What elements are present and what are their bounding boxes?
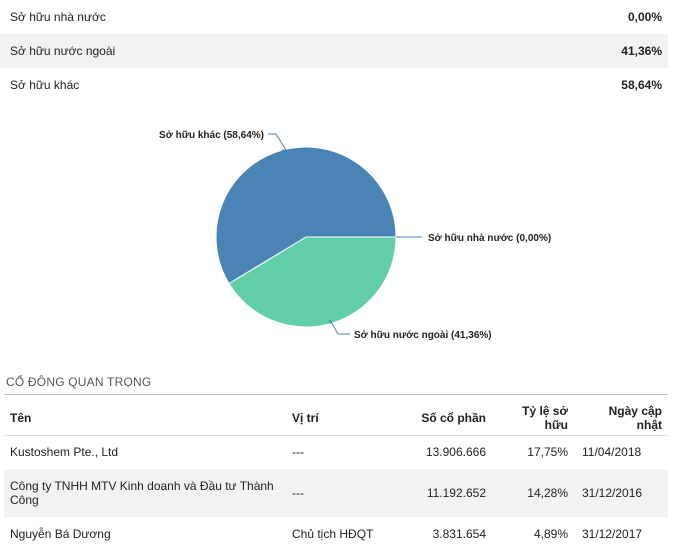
- cell-position: ---: [292, 445, 304, 460]
- shareholders-table: Tên Vị trí Số cổ phần Tỷ lệ sở hữu Ngày …: [4, 401, 668, 548]
- pie-slice: [228, 236, 397, 328]
- cell-ratio: 17,75%: [527, 445, 568, 460]
- cell-name: Công ty TNHH MTV Kinh doanh và Đầu tư Th…: [4, 469, 286, 517]
- ownership-value: 58,64%: [621, 78, 662, 92]
- pie-svg: Sở hữu nhà nước (0,00%) Sở hữu nước ngoài…: [159, 130, 551, 341]
- table-header-row: Tên Vị trí Số cổ phần Tỷ lệ sở hữu Ngày …: [4, 401, 668, 436]
- cell-date: 31/12/2016: [574, 469, 668, 517]
- ownership-label: Sở hữu nhà nước: [10, 10, 106, 24]
- col-header-date: Ngày cập nhật: [574, 401, 668, 436]
- ownership-value: 41,36%: [621, 44, 662, 58]
- cell-shares: 3.831.654: [432, 527, 486, 541]
- ownership-value: 0,00%: [627, 10, 662, 24]
- table-row: Công ty TNHH MTV Kinh doanh và Đầu tư Th…: [4, 469, 668, 517]
- cell-date: 31/12/2017: [582, 527, 643, 541]
- pie-connector: [329, 319, 350, 335]
- ownership-label: Sở hữu khác: [10, 78, 80, 92]
- ownership-row-foreign: Sở hữu nước ngoài 41,36%: [0, 34, 668, 68]
- ownership-pie-chart: Sở hữu nhà nước (0,00%) Sở hữu nước ngoài…: [0, 112, 674, 356]
- col-header-position: Vị trí: [286, 401, 396, 436]
- ownership-row-state: Sở hữu nhà nước 0,00%: [0, 0, 668, 34]
- cell-ratio: 14,28%: [492, 469, 574, 517]
- col-header-shares: Số cổ phần: [396, 401, 492, 436]
- cell-position: Chủ tịch HĐQT: [292, 527, 374, 541]
- cell-shares: 13.906.666: [425, 445, 486, 460]
- section-title: CỔ ĐÔNG QUAN TRỌNG: [6, 375, 152, 389]
- cell-ratio: 4,89%: [533, 527, 568, 541]
- table-row: Kustoshem Pte., Ltd --- 13.906.666 17,75…: [4, 435, 668, 469]
- ownership-label: Sở hữu nước ngoài: [10, 44, 116, 58]
- cell-name: Nguyễn Bá Dương: [10, 527, 111, 541]
- col-header-ratio: Tỷ lệ sở hữu: [492, 401, 574, 436]
- cell-position: ---: [286, 469, 396, 517]
- col-header-name: Tên: [4, 401, 286, 436]
- cell-shares: 11.192.652: [396, 469, 492, 517]
- pie-data-label: Sở hữu nhà nước (0,00%): [428, 233, 551, 244]
- table-row: Nguyễn Bá Dương Chủ tịch HĐQT 3.831.654 …: [4, 517, 668, 548]
- pie-data-label: Sở hữu nước ngoài (41,36%): [354, 330, 492, 341]
- pie-connector: [268, 133, 287, 151]
- section-divider: [4, 394, 668, 395]
- ownership-row-other: Sở hữu khác 58,64%: [0, 68, 668, 102]
- cell-name: Kustoshem Pte., Ltd: [10, 445, 119, 460]
- pie-data-label: Sở hữu khác (58,64%): [159, 130, 264, 141]
- cell-date: 11/04/2018: [582, 445, 642, 460]
